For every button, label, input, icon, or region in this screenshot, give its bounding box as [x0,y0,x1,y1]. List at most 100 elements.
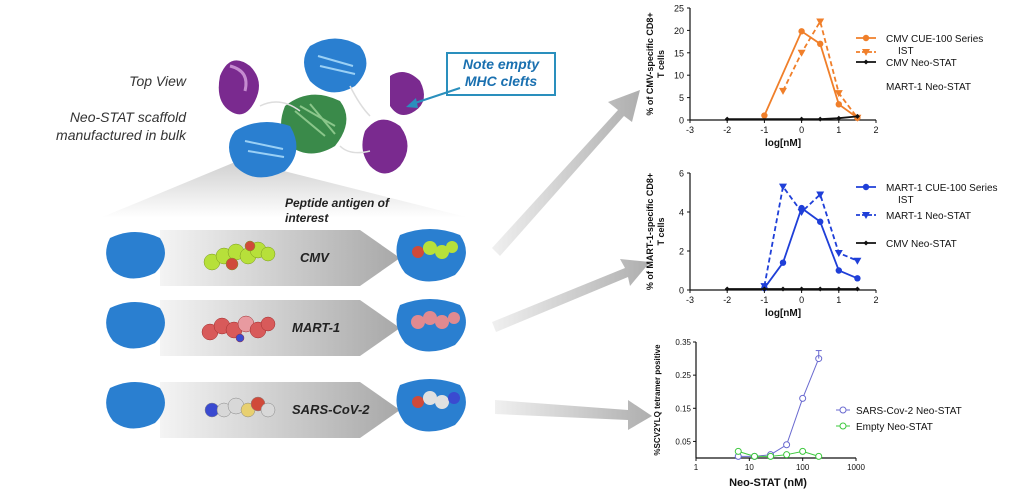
sars-series-0-point [783,441,791,449]
cmv-legend-0-label: CMV CUE-100 Series [886,34,983,45]
mart-series-2-point [724,286,730,292]
mart-legend-0-label: MART-1 CUE-100 Series [886,183,998,194]
arrow-to-cmv-chart [492,90,640,256]
mart-legend-0-label-line2: IST [898,195,914,206]
peptide-cmv-in-mhc [412,241,458,259]
sars-y-tick-label: 0.35 [675,338,691,347]
mart-series-0-line [763,206,858,289]
cmv-legend-3-label: MART-1 Neo-STAT [886,82,971,93]
cmv-series-0-point [761,112,768,119]
row-arrow-mart [160,300,400,356]
sars-x-tick-label: 100 [796,463,810,472]
sars-x-axis-label: Neo-STAT (nM) [729,477,807,489]
cmv-y-axis-label-line1: % of CMV-specific CD8+ [645,12,655,115]
mhc-protein-row3-left [106,382,165,429]
cmv-y-tick-label: 10 [674,71,684,81]
peptide-antigen-heading-line1: Peptide antigen of [285,196,390,210]
mart-x-axis-label: log[nM] [765,308,801,319]
mart-y-tick-label: 6 [679,169,684,179]
cmv-series-1-point [816,18,825,26]
mhc-protein-row3-right [396,379,466,432]
mart-legend-2-label: CMV Neo-STAT [886,239,957,250]
sars-legend-1-marker [839,422,847,430]
cmv-x-tick-label: -2 [723,125,731,135]
row-label-cmv: CMV [300,250,329,265]
cmv-series-1-point [834,90,843,98]
mart-series-2-point [799,286,805,292]
mart-legend-1-label: MART-1 Neo-STAT [886,211,971,222]
cmv-series-0-point [817,40,824,48]
cmv-x-tick-label: 1 [836,125,841,135]
note-pointer-arrow [406,87,461,108]
mart-series-1-line [763,184,858,287]
mart-y-axis-label-line2: T cells [656,217,666,245]
cmv-x-tick-label: -1 [760,125,768,135]
neo-stat-scaffold-illustration [218,38,424,178]
sars-series-1-point [799,447,807,455]
row-label-sars: SARS-CoV-2 [292,402,370,417]
mart-x-tick-label: 2 [873,295,878,305]
cmv-series-2-point [817,116,823,122]
peptide-antigen-heading-line2: interest [285,211,329,225]
sars-y-tick-label: 0.25 [675,371,691,380]
mart-series-1-point [779,183,787,191]
sars-legend-0-label: SARS-Cov-2 Neo-STAT [856,406,962,417]
top-view-fan [100,160,470,218]
cmv-series-0-point [798,28,805,35]
cmv-x-tick-label: 0 [799,125,804,135]
cmv-series-2-point [854,113,860,119]
mhc-protein-row2-right [396,299,466,352]
cmv-series-2-point [724,116,730,122]
sars-y-tick-label: 0.15 [675,404,691,413]
sars-series-1-point [734,447,742,455]
cmv-series-2-point [799,116,805,122]
arrow-to-mart-chart [492,259,650,332]
cmv-y-tick-label: 20 [674,26,684,36]
mart-series-1-point [797,209,806,216]
top-view-label: Top View [129,73,186,89]
peptide-sars-in-mhc [412,391,460,409]
cmv-x-tick-label: -3 [686,125,694,135]
sars-y-axis-label: %SCV2YLQ tetramer positive [653,344,662,456]
peptide-sars-spheres [204,396,276,418]
mart-y-tick-label: 0 [679,286,684,296]
mart-series-0-point [817,218,824,225]
cmv-legend-1-marker [862,49,870,56]
mart-series-0-point [854,275,861,282]
sars-chart: 0.05 0.15 0.25 0.35 1 10 100 1000 Neo-STAT (nM)%… [653,338,962,489]
cmv-series-0-point [835,101,842,108]
mart-x-tick-label: 0 [799,295,804,305]
cmv-legend-2-label: CMV Neo-STAT [886,58,957,69]
peptide-rows [106,229,466,438]
mart-y-tick-label: 2 [679,247,684,257]
sars-legend-0-marker [839,406,847,414]
peptide-cmv-spheres [203,240,276,271]
cmv-series-0-line [763,29,858,119]
cmv-series-1-line [782,19,859,119]
mart-x-tick-label: 1 [836,295,841,305]
mart-series-0-point [779,259,787,266]
cmv-y-tick-label: 0 [679,116,684,126]
mart-x-tick-label: -3 [686,295,694,305]
sars-series-1-point [783,451,791,459]
sars-series-0-point [799,394,807,402]
mart-x-tick-label: -2 [723,295,731,305]
sars-series-0-line [738,358,820,457]
arrow-to-sars-chart [495,400,652,430]
cmv-series-1-point [779,87,787,95]
sars-legend-1-label: Empty Neo-STAT [856,422,933,433]
mart-y-axis-label-line1: % of MART-1-specific CD8+ [645,173,655,290]
mart-y-tick-label: 4 [679,208,684,218]
sars-series-1-point [815,452,823,460]
mart-legend-2-marker [863,240,869,246]
mart-series-1-point [853,257,862,265]
sars-x-tick-label: 10 [745,463,754,472]
peptide-mart-in-mhc [411,311,460,329]
mart-series-2-point [780,286,786,292]
cmv-series-1-point [797,49,806,57]
mart-series-1-point [816,191,825,199]
cmv-x-tick-label: 2 [873,125,878,135]
cmv-legend-0-marker [862,34,870,42]
row-arrow-sars [160,382,400,438]
